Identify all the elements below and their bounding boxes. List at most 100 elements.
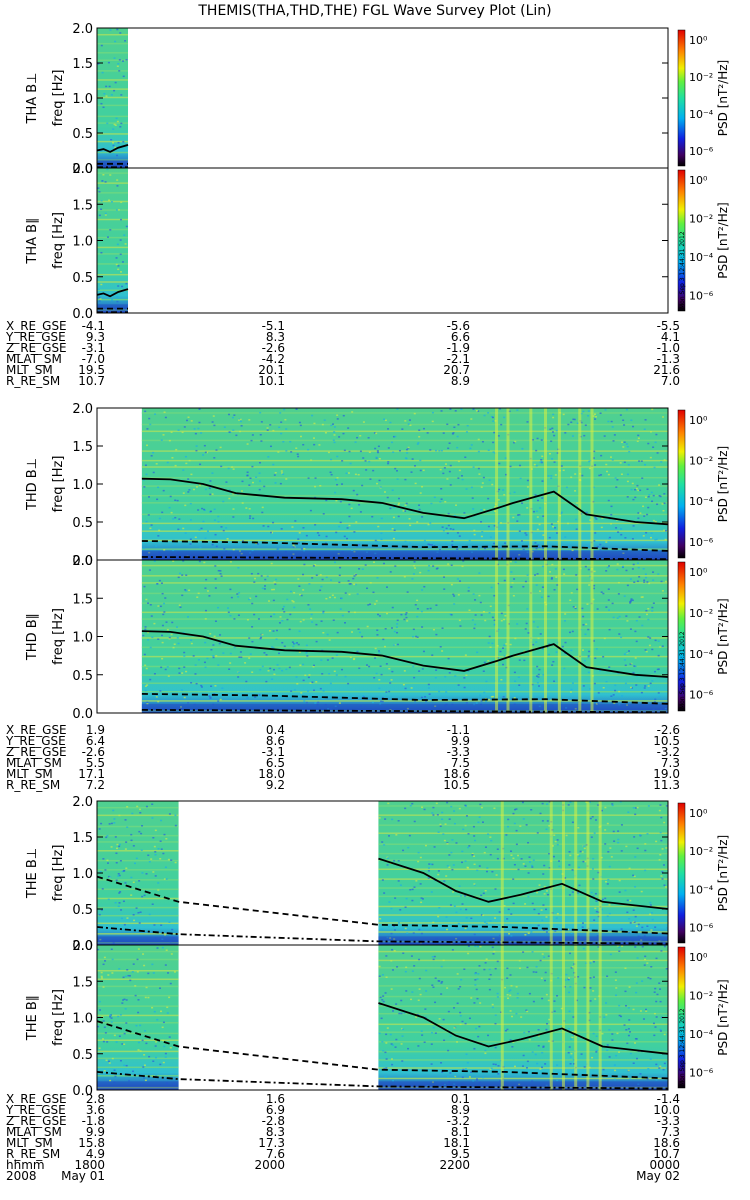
spectrogram-speckle bbox=[520, 540, 523, 542]
spectrogram-speckle bbox=[577, 976, 580, 978]
spectrogram-speckle bbox=[275, 638, 278, 640]
spectrogram-speckle bbox=[541, 565, 544, 568]
spectrogram-speckle bbox=[407, 446, 410, 449]
panel-probe-label: THE B⊥ bbox=[25, 848, 40, 899]
spectrogram-speckle bbox=[441, 1071, 444, 1073]
spectrogram-speckle bbox=[591, 868, 594, 870]
spectrogram-speckle bbox=[663, 493, 666, 495]
y-tick-label: 0.0 bbox=[72, 307, 93, 322]
spectrogram-speckle bbox=[183, 426, 186, 428]
spectrogram-band bbox=[378, 967, 668, 969]
spectrogram-speckle bbox=[476, 651, 479, 654]
spectrogram-speckle bbox=[574, 708, 577, 710]
spectrogram-speckle bbox=[428, 693, 431, 695]
spectrogram-speckle bbox=[595, 900, 598, 902]
spectrogram-speckle bbox=[157, 535, 160, 537]
spectrogram-speckle bbox=[143, 894, 146, 897]
spectrogram-speckle bbox=[537, 924, 540, 927]
spectrogram-speckle bbox=[424, 1016, 427, 1019]
spectrogram-speckle bbox=[393, 644, 396, 646]
spectrogram-speckle bbox=[292, 546, 295, 548]
spectrogram-speckle bbox=[473, 933, 476, 936]
spectrogram-speckle bbox=[650, 491, 653, 494]
spectrogram-speckle bbox=[629, 578, 632, 580]
spectrogram-speckle bbox=[334, 478, 337, 481]
spectrogram-speckle bbox=[665, 1067, 668, 1069]
spectrogram-speckle bbox=[288, 666, 291, 669]
spectrogram-speckle bbox=[297, 578, 300, 580]
spectrogram-speckle bbox=[516, 514, 519, 516]
spectrogram-speckle bbox=[485, 700, 488, 702]
spectrogram-speckle bbox=[511, 582, 514, 584]
spectrogram-speckle bbox=[535, 510, 538, 512]
spectrogram-band bbox=[378, 843, 668, 845]
spectrogram-band bbox=[378, 940, 668, 943]
spectrogram-speckle bbox=[386, 936, 389, 939]
y-tick-label: 0.0 bbox=[72, 554, 93, 569]
spectrogram-speckle bbox=[260, 636, 263, 639]
spectrogram-band bbox=[141, 423, 669, 426]
spectrogram-speckle bbox=[554, 840, 557, 843]
spectrogram-speckle bbox=[491, 642, 494, 645]
colorbar-tick: 10⁻² bbox=[689, 607, 713, 620]
spectrogram-speckle bbox=[489, 920, 492, 922]
spectrogram-speckle bbox=[647, 976, 650, 979]
spectrogram-speckle bbox=[516, 623, 519, 625]
spectrogram-speckle bbox=[380, 538, 383, 541]
spectrogram-speckle bbox=[293, 642, 296, 645]
spectrogram-speckle bbox=[157, 486, 160, 489]
spectrogram-speckle bbox=[569, 691, 572, 693]
spectrogram-speckle bbox=[181, 594, 184, 597]
spectrogram-speckle bbox=[333, 431, 336, 433]
spectrogram-speckle bbox=[148, 496, 151, 498]
y-tick-label: 2.0 bbox=[72, 162, 93, 177]
spectrogram-band bbox=[97, 115, 128, 118]
spectrogram-speckle bbox=[610, 856, 613, 858]
spectrogram-speckle bbox=[480, 703, 483, 706]
spectrogram-speckle bbox=[253, 581, 256, 583]
spectrogram-speckle bbox=[423, 1041, 426, 1043]
spectrogram-speckle bbox=[623, 1024, 626, 1026]
spectrogram-speckle bbox=[577, 826, 580, 829]
spectrogram-speckle bbox=[446, 478, 449, 480]
spectrogram-speckle bbox=[128, 1079, 131, 1082]
burst-column bbox=[578, 560, 582, 713]
spectrogram-speckle bbox=[413, 561, 416, 563]
spectrogram-speckle bbox=[288, 628, 291, 631]
spectrogram-speckle bbox=[390, 1043, 393, 1045]
spectrogram-speckle bbox=[633, 921, 636, 923]
spectrogram-speckle bbox=[636, 580, 639, 583]
spectrogram-speckle bbox=[539, 959, 542, 962]
spectrogram-speckle bbox=[634, 813, 637, 816]
spectrogram-speckle bbox=[548, 867, 551, 869]
spectrogram-speckle bbox=[542, 873, 545, 875]
spectrogram-speckle bbox=[518, 554, 521, 556]
spectrogram-speckle bbox=[600, 856, 603, 859]
spectrogram-band bbox=[378, 895, 668, 898]
spectrogram-speckle bbox=[460, 978, 463, 981]
colorbar-tick: 10⁰ bbox=[689, 951, 708, 964]
spectrogram-speckle bbox=[575, 574, 578, 576]
spectrogram-band bbox=[378, 1031, 668, 1033]
spectrogram-speckle bbox=[202, 520, 205, 523]
spectrogram-speckle bbox=[297, 542, 300, 544]
spectrogram-speckle bbox=[628, 1019, 631, 1021]
spectrogram-speckle bbox=[608, 1029, 611, 1031]
spectrogram-speckle bbox=[322, 710, 325, 713]
spectrogram-speckle bbox=[601, 517, 604, 519]
ephem-value: 11.3 bbox=[653, 778, 680, 792]
spectrogram-speckle bbox=[618, 703, 621, 706]
spectrogram-speckle bbox=[204, 618, 207, 620]
spectrogram-speckle bbox=[257, 543, 260, 545]
spectrogram-speckle bbox=[212, 655, 215, 657]
spectrogram-speckle bbox=[100, 971, 103, 974]
spectrogram-speckle bbox=[569, 1056, 572, 1058]
spectrogram-speckle bbox=[338, 581, 341, 584]
spectrogram-speckle bbox=[296, 683, 299, 685]
spectrogram-speckle bbox=[121, 870, 124, 873]
spectrogram-speckle bbox=[540, 439, 543, 441]
spectrogram-speckle bbox=[526, 608, 529, 610]
spectrogram-speckle bbox=[636, 806, 639, 809]
spectrogram-speckle bbox=[646, 962, 649, 964]
spectrogram-speckle bbox=[641, 477, 644, 479]
